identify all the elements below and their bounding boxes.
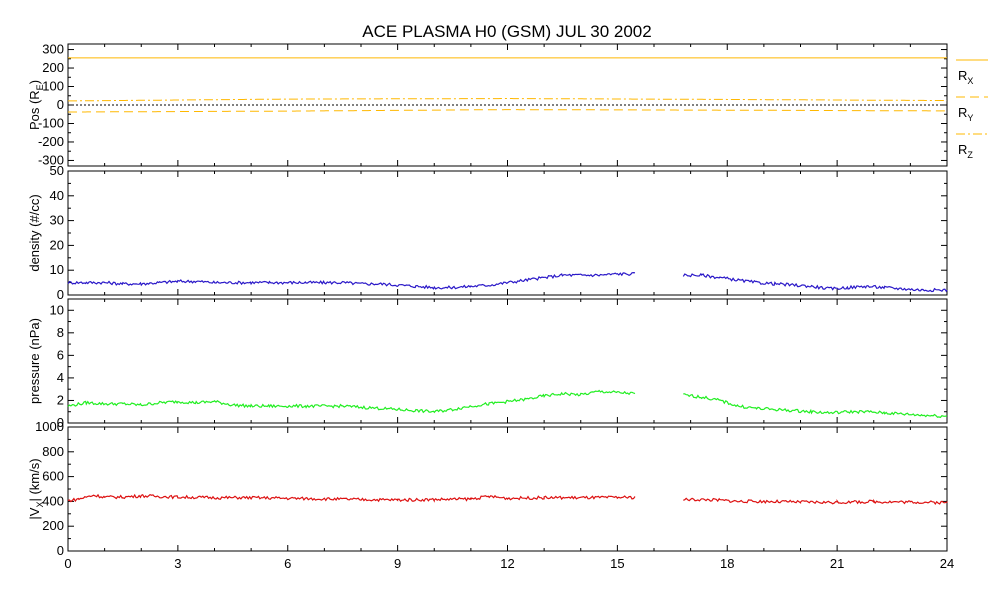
panel-frame bbox=[67, 170, 948, 296]
x-tick-label: 0 bbox=[64, 556, 71, 571]
y-tick-label: -200 bbox=[38, 134, 64, 149]
panel-frame bbox=[67, 43, 948, 167]
legend: RX RY RZ bbox=[956, 59, 988, 160]
y-axis-label: pressure (nPa) bbox=[27, 318, 42, 404]
y-tick-label: 20 bbox=[50, 237, 64, 252]
x-tick-label: 3 bbox=[174, 556, 181, 571]
x-axis: 0 3 6 9 12 15 18 21 24 bbox=[64, 556, 954, 571]
y-tick-label: 2 bbox=[57, 392, 64, 407]
x-tick-label: 21 bbox=[830, 556, 844, 571]
y-tick-label: -100 bbox=[38, 115, 64, 130]
y-tick-label: 40 bbox=[50, 188, 64, 203]
y-tick-label: 200 bbox=[42, 518, 64, 533]
series-line-pressure-seg0 bbox=[67, 389, 636, 414]
y-tick-label: 6 bbox=[57, 347, 64, 362]
panel-frame bbox=[67, 298, 948, 424]
series-line-vx-seg1 bbox=[683, 497, 948, 505]
x-tick-label: 18 bbox=[720, 556, 734, 571]
series-line-vx-seg0 bbox=[67, 493, 636, 503]
y-tick-label: 30 bbox=[50, 213, 64, 228]
panel-pos: 300 200 100 0 -100 -200 -300 Pos (RE) RX RY RZ bbox=[27, 42, 988, 167]
panel-frame bbox=[67, 426, 948, 552]
y-tick-label: 50 bbox=[50, 163, 64, 178]
y-tick-label: 800 bbox=[42, 444, 64, 459]
x-tick-label: 9 bbox=[394, 556, 401, 571]
legend-label-z: RZ bbox=[958, 142, 973, 160]
y-tick-label: -300 bbox=[38, 152, 64, 167]
y-tick-label: 0 bbox=[57, 287, 64, 302]
series-line-density-seg1 bbox=[682, 272, 948, 293]
y-axis-label: Pos (RE) bbox=[27, 80, 45, 130]
y-tick-label: 300 bbox=[42, 42, 64, 57]
y-tick-label: 600 bbox=[42, 469, 64, 484]
y-tick-label: 8 bbox=[57, 325, 64, 340]
y-tick-label: 10 bbox=[50, 262, 64, 277]
y-tick-label: 0 bbox=[57, 543, 64, 558]
y-tick-label: 0 bbox=[57, 97, 64, 112]
x-tick-label: 12 bbox=[500, 556, 514, 571]
y-tick-label: 200 bbox=[42, 60, 64, 75]
series-line-pos-y-seg0 bbox=[68, 109, 947, 113]
panel-vx: 1000 800 600 400 200 0 |VX| (km/s) bbox=[27, 419, 948, 558]
legend-label-y: RY bbox=[958, 105, 973, 123]
series-line-pos-z-seg0 bbox=[68, 98, 947, 102]
legend-label-x: RX bbox=[958, 68, 973, 86]
chart-title: ACE PLASMA H0 (GSM) JUL 30 2002 bbox=[362, 22, 651, 41]
y-tick-label: 0 bbox=[57, 415, 64, 430]
y-tick-label: 1000 bbox=[35, 419, 64, 434]
series-line-pressure-seg1 bbox=[683, 393, 948, 419]
y-tick-label: 400 bbox=[42, 493, 64, 508]
y-axis-label: |VX| (km/s) bbox=[27, 458, 45, 519]
y-tick-label: 4 bbox=[57, 370, 64, 385]
x-tick-label: 15 bbox=[610, 556, 624, 571]
panel-density: 50 40 30 20 10 0 density (#/cc) bbox=[27, 163, 948, 302]
x-tick-label: 6 bbox=[284, 556, 291, 571]
series-line-density-seg0 bbox=[67, 271, 636, 290]
x-tick-label: 24 bbox=[940, 556, 954, 571]
y-tick-label: 10 bbox=[50, 302, 64, 317]
y-axis-label: density (#/cc) bbox=[27, 194, 42, 271]
y-tick-label: 100 bbox=[42, 79, 64, 94]
panel-pressure: 10 8 6 4 2 0 pressure (nPa) bbox=[27, 298, 948, 430]
